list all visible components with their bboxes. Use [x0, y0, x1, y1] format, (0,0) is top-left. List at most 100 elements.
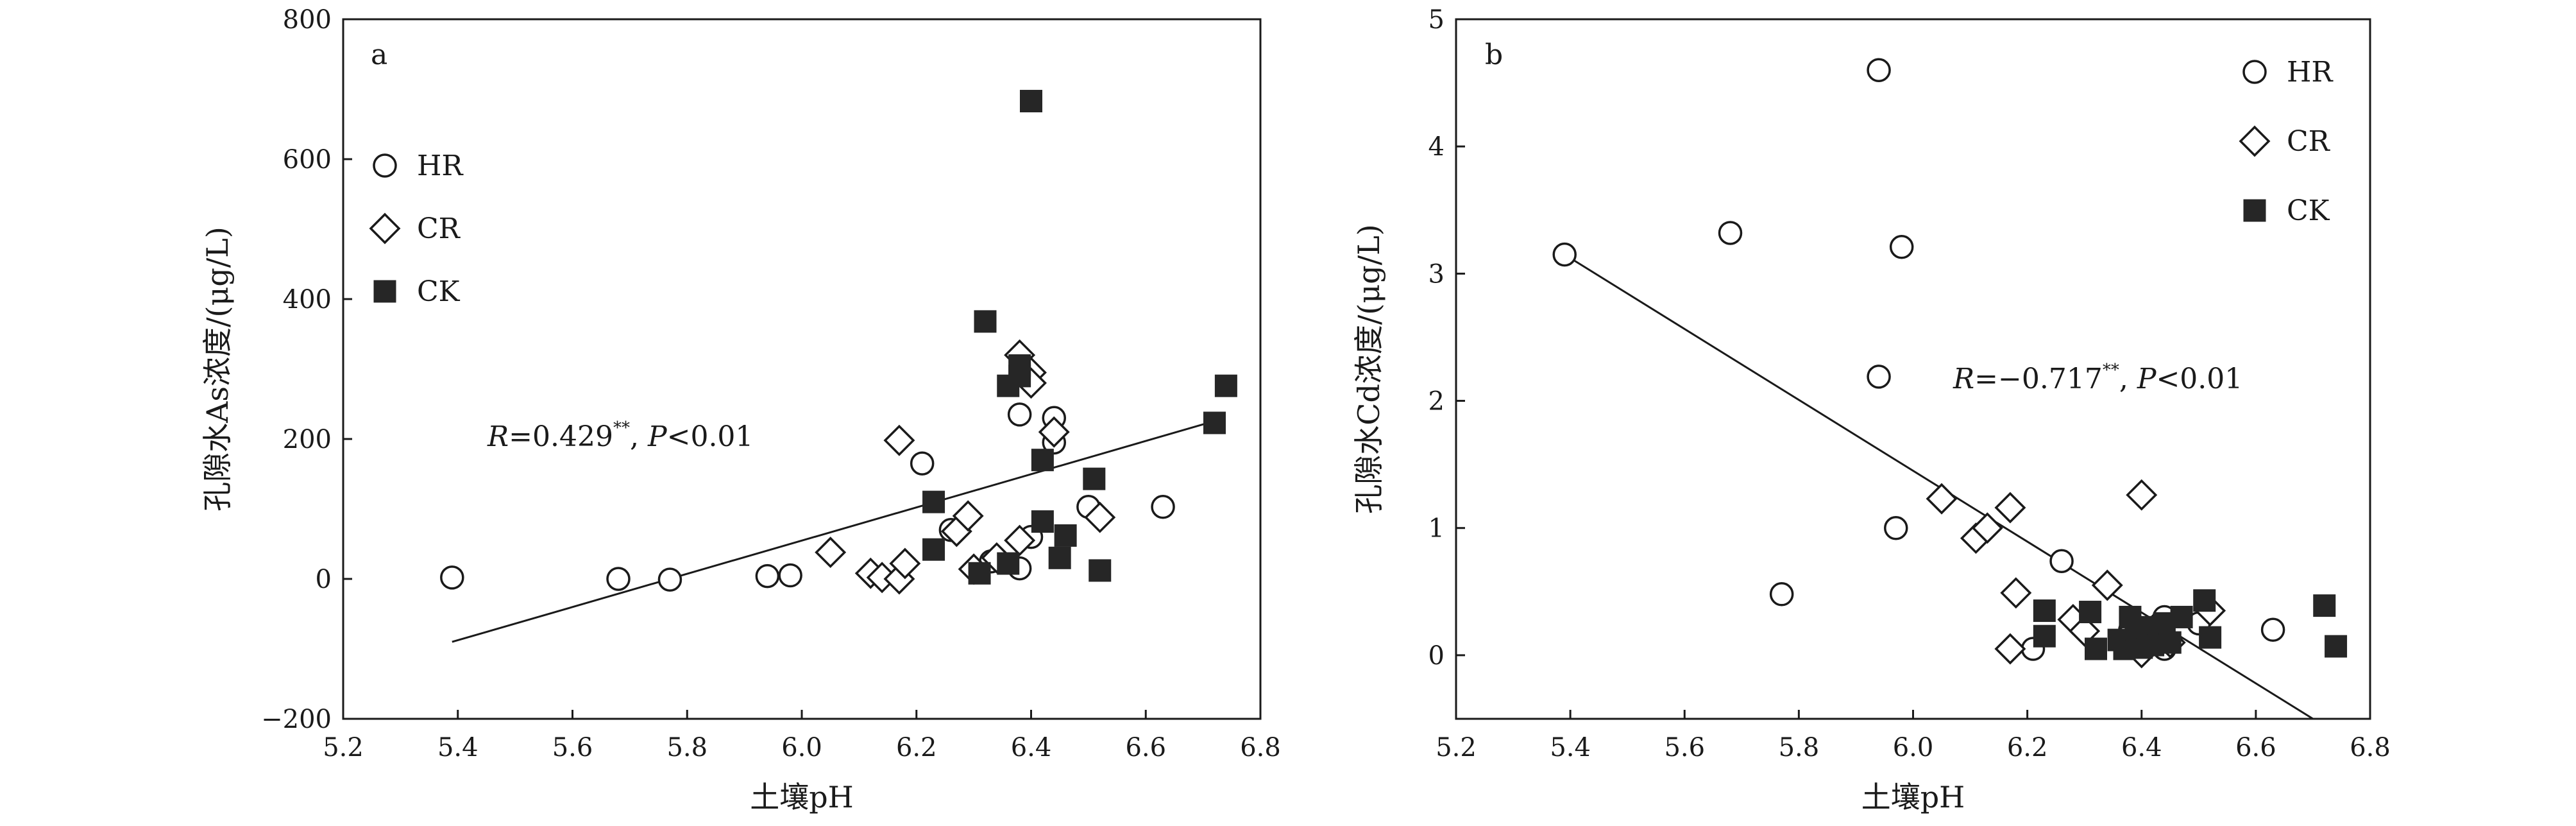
x-tick-label: 6.4 [1011, 733, 1052, 762]
x-tick-label: 5.8 [666, 733, 708, 762]
x-tick-label: 5.6 [552, 733, 593, 762]
x-tick-label: 6.0 [781, 733, 822, 762]
x-tick-label: 6.6 [2235, 733, 2276, 762]
y-axis-title: 孔隙水As浓度/(μg/L) [200, 227, 235, 512]
data-point-ck [1020, 90, 1042, 113]
data-point-ck [1048, 546, 1071, 569]
legend-label-ck: CK [417, 275, 461, 308]
data-point-hr [1718, 221, 1743, 245]
legend: HR CR CK [2239, 56, 2334, 227]
data-point-ck [997, 552, 1020, 575]
data-point-hr [1867, 58, 1891, 83]
y-tick-label: 5 [1428, 5, 1445, 35]
x-tick-label: 6.2 [896, 733, 937, 762]
data-point-ck [1031, 449, 1054, 472]
fit-line [452, 418, 1221, 643]
data-point-hr [2260, 617, 2285, 642]
data-point-ck [1054, 524, 1077, 547]
data-point-ck [2158, 631, 2182, 654]
data-point-cr [1084, 501, 1116, 533]
legend-label-ck: CK [2287, 194, 2330, 227]
data-point-cr [2091, 569, 2123, 601]
x-tick-label: 6.2 [2007, 733, 2048, 762]
y-tick-label: −200 [261, 705, 332, 734]
data-point-ck [2170, 605, 2193, 628]
data-point-ck [1214, 374, 1237, 397]
plot-frame [342, 18, 1262, 720]
data-point-hr [1867, 365, 1891, 389]
data-point-ck [2085, 637, 2107, 660]
data-point-ck [2325, 635, 2348, 658]
x-tick-label: 5.8 [1779, 733, 1820, 762]
data-point-ck [1008, 365, 1031, 388]
data-point-ck [2033, 624, 2056, 648]
legend-marker-cr [369, 212, 401, 245]
data-point-cr [2126, 479, 2158, 511]
data-point-ck [1089, 559, 1112, 582]
chart-panel-b: 5.2 5.4 5.6 5.8 6.0 6.2 6.4 6.6 6.8 0 1 2 3 4 5 土壤pH 孔隙水… [1352, 5, 2391, 814]
correlation-annotation: R=−0.717**, P<0.01 [1953, 361, 2242, 395]
data-point-ck [2079, 601, 2102, 624]
x-tick-label: 5.4 [1550, 733, 1591, 762]
data-point-ck [2193, 589, 2216, 612]
data-point-cr [1004, 524, 1036, 556]
legend: HR CR CK [369, 150, 464, 308]
y-tick-label: 1 [1428, 514, 1445, 544]
data-point-hr [778, 563, 802, 588]
data-point-cr [1971, 512, 2003, 544]
x-axis-title: 土壤pH [750, 780, 854, 814]
panel-letter: b [1485, 39, 1503, 71]
y-tick-label: 4 [1428, 132, 1445, 162]
data-point-cr [889, 547, 921, 580]
x-tick-label: 5.2 [323, 733, 364, 762]
y-tick-label: 0 [1428, 641, 1445, 671]
x-tick-label: 5.2 [1436, 733, 1477, 762]
data-point-ck [974, 310, 997, 333]
data-point-ck [2033, 599, 2056, 623]
data-point-cr [1994, 492, 2026, 524]
data-point-ck [968, 562, 991, 585]
data-point-ck [922, 538, 945, 561]
data-point-ck [2313, 594, 2336, 617]
x-axis-title: 土壤pH [1861, 780, 1965, 814]
legend-label-hr: HR [417, 150, 464, 182]
legend-marker-ck [2243, 199, 2266, 222]
x-tick-label: 6.8 [1240, 733, 1281, 762]
correlation-annotation: R=0.429**, P<0.01 [487, 418, 753, 453]
data-point-hr [1552, 242, 1577, 267]
legend-label-cr: CR [2287, 125, 2331, 158]
data-point-hr [657, 567, 682, 592]
data-point-cr [952, 500, 984, 532]
data-point-ck [1031, 510, 1054, 533]
data-point-hr [2049, 549, 2074, 574]
data-point-ck [1203, 411, 1226, 435]
data-point-hr [440, 565, 464, 590]
data-point-cr [2000, 577, 2032, 609]
data-point-ck [1083, 467, 1106, 490]
data-point-cr [883, 424, 915, 456]
x-tick-label: 6.0 [1893, 733, 1934, 762]
data-point-cr [815, 537, 847, 569]
y-tick-label: 800 [283, 5, 332, 35]
legend-marker-hr [2242, 60, 2267, 84]
x-tick-label: 6.8 [2350, 733, 2391, 762]
panel-letter: a [371, 39, 387, 71]
data-point-cr [1994, 633, 2026, 665]
data-point-hr [1769, 582, 1794, 607]
data-point-ck [922, 490, 945, 513]
data-point-hr [755, 564, 780, 589]
y-tick-label: 2 [1428, 387, 1445, 417]
legend-label-hr: HR [2287, 56, 2334, 89]
data-point-cr [1038, 416, 1070, 448]
series-ck [2033, 589, 2348, 660]
legend-marker-cr [2239, 125, 2271, 157]
data-point-hr [1151, 494, 1175, 519]
chart-panel-a: 5.2 5.4 5.6 5.8 6.0 6.2 6.4 6.6 6.8 −200 0 200 400 60… [200, 5, 1281, 814]
series-ck [922, 90, 1237, 585]
x-tick-label: 6.4 [2121, 733, 2162, 762]
series-hr [1552, 58, 2285, 661]
legend-label-cr: CR [417, 212, 461, 245]
data-point-hr [1007, 402, 1032, 427]
legend-marker-hr [373, 153, 397, 178]
